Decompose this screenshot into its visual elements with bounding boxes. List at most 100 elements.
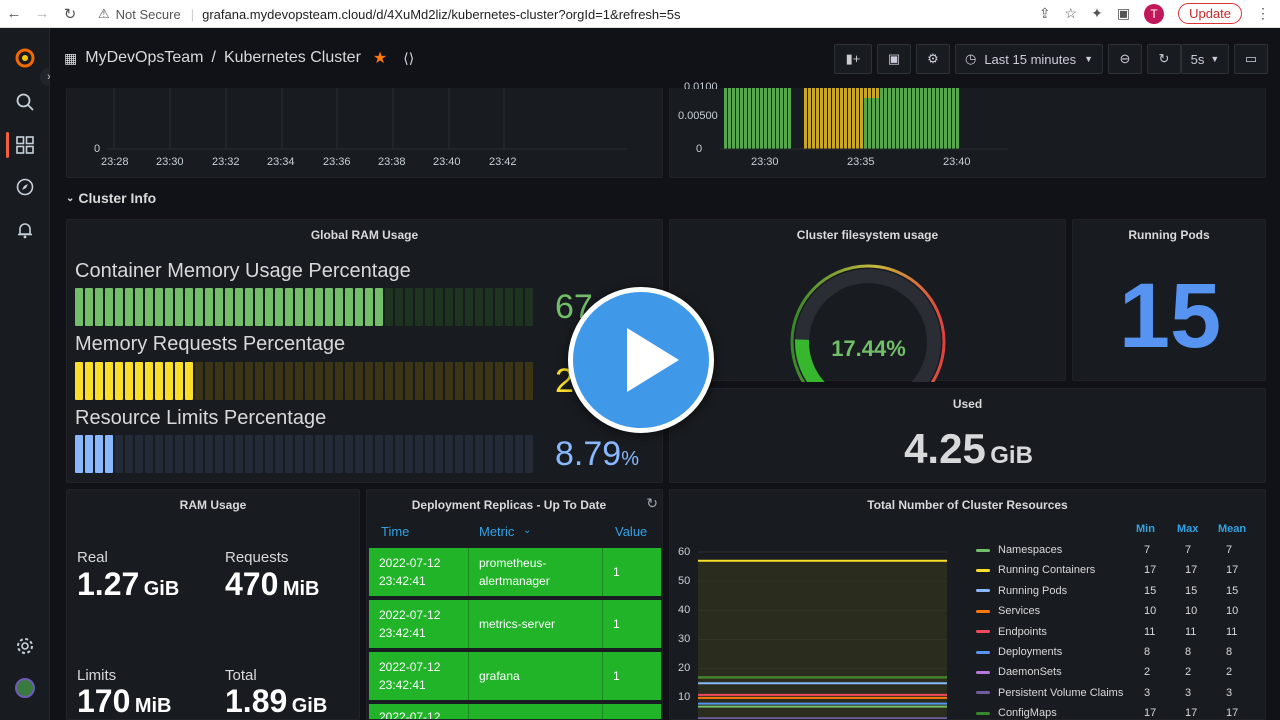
legend-mean: 15 bbox=[1226, 584, 1239, 597]
top-right-chart-bars bbox=[720, 88, 1008, 150]
cell-time: 2022-07-12 23:42:41 bbox=[369, 600, 469, 648]
legend-series-name: Persistent Volume Claims bbox=[998, 686, 1124, 699]
zoom-out-button[interactable]: ⊖ bbox=[1108, 44, 1142, 74]
cell-metric: metrics-server bbox=[469, 600, 603, 648]
time-picker[interactable]: ◷ Last 15 minutes ▼ bbox=[955, 44, 1103, 74]
row-header-cluster-info[interactable]: ⌄ Cluster Info bbox=[66, 190, 156, 206]
page-title[interactable]: Kubernetes Cluster bbox=[223, 49, 361, 66]
table-row[interactable]: 2022-07-12 bbox=[369, 704, 661, 719]
legend-item[interactable]: Persistent Volume Claims 3 3 3 bbox=[976, 685, 1265, 701]
legend-swatch bbox=[976, 568, 990, 572]
sidepanel-icon[interactable]: ▣ bbox=[1116, 5, 1131, 21]
gauge-cell bbox=[85, 288, 93, 326]
gauge-cell bbox=[425, 435, 433, 473]
breadcrumb-org[interactable]: MyDevOpsTeam bbox=[85, 49, 204, 66]
gauge-cell bbox=[285, 435, 293, 473]
table-row[interactable]: 2022-07-12 23:42:41 metrics-server 1 bbox=[369, 600, 661, 648]
x-tick: 23:40 bbox=[433, 156, 461, 168]
dashboard-settings-button[interactable]: ⚙ bbox=[916, 44, 950, 74]
share-icon[interactable]: ⇪ bbox=[1038, 5, 1051, 21]
gauge-cell bbox=[225, 362, 233, 400]
legend-item[interactable]: Deployments 8 8 8 bbox=[976, 644, 1265, 660]
search-icon[interactable] bbox=[13, 90, 37, 114]
browser-toolbar: ← → ↻ ⚠ Not Secure | grafana.mydevopstea… bbox=[0, 0, 1280, 28]
ram-usage-panel: RAM Usage Real 1.27 GiB Requests 470 MiB… bbox=[66, 489, 360, 720]
chart-bar bbox=[876, 98, 879, 149]
refresh-button[interactable]: ↻ bbox=[1147, 44, 1181, 74]
chart-bar bbox=[748, 88, 751, 149]
cell-time: 2022-07-12 23:42:41 bbox=[369, 652, 469, 700]
avatar[interactable]: T bbox=[1144, 3, 1165, 24]
star-icon[interactable]: ☆ bbox=[1064, 5, 1078, 21]
legend-item[interactable]: ConfigMaps 17 17 17 bbox=[976, 705, 1265, 719]
gauge-cell bbox=[115, 288, 123, 326]
gauge-cell bbox=[405, 362, 413, 400]
refresh-interval-picker[interactable]: 5s ▼ bbox=[1181, 44, 1229, 74]
legend-item[interactable]: Running Containers 17 17 17 bbox=[976, 562, 1265, 578]
column-header-value[interactable]: Value bbox=[615, 524, 648, 539]
bar-value: 8.79 bbox=[555, 435, 622, 473]
gauge-cell bbox=[105, 362, 113, 400]
save-icon: ▣ bbox=[887, 51, 901, 66]
address-bar[interactable]: ⚠ Not Secure | grafana.mydevopsteam.clou… bbox=[98, 6, 681, 22]
dashboards-icon[interactable] bbox=[13, 133, 37, 157]
more-icon[interactable]: ⋮ bbox=[1256, 5, 1270, 21]
table-row[interactable]: 2022-07-12 23:42:41 grafana 1 bbox=[369, 652, 661, 700]
gauge-cell bbox=[525, 362, 533, 400]
video-play-button[interactable] bbox=[568, 287, 714, 433]
warning-icon: ⚠ bbox=[98, 6, 110, 21]
add-panel-button[interactable]: ▮+ bbox=[834, 44, 872, 74]
chevron-down-icon: ⌄ bbox=[66, 192, 75, 204]
column-header-metric[interactable]: Metric bbox=[479, 524, 515, 539]
extensions-icon[interactable]: ✦ bbox=[1091, 5, 1103, 21]
chart-bar bbox=[844, 88, 847, 149]
legend-min: 7 bbox=[1144, 544, 1151, 556]
tv-mode-button[interactable]: ▭ bbox=[1234, 44, 1268, 74]
legend-item[interactable]: Running Pods 15 15 15 bbox=[976, 583, 1265, 599]
settings-gear-icon[interactable] bbox=[13, 634, 37, 658]
explore-icon[interactable] bbox=[13, 175, 37, 199]
chart-bar bbox=[756, 88, 759, 149]
share-dashboard-icon[interactable]: ⟨⟩ bbox=[403, 49, 415, 66]
save-dashboard-button[interactable]: ▣ bbox=[877, 44, 911, 74]
y-tick: 0 bbox=[696, 143, 703, 155]
y-tick: 10 bbox=[678, 691, 691, 703]
stat-unit: GiB bbox=[143, 578, 180, 600]
alerting-bell-icon[interactable] bbox=[13, 218, 37, 242]
reload-icon[interactable]: ↻ bbox=[63, 5, 77, 23]
refresh-icon[interactable]: ↻ bbox=[646, 495, 658, 511]
legend-max: 11 bbox=[1185, 625, 1197, 638]
legend-item[interactable]: DaemonSets 2 2 2 bbox=[976, 664, 1265, 680]
refresh-icon: ↻ bbox=[1158, 51, 1170, 66]
legend-header-min[interactable]: Min bbox=[1136, 523, 1155, 535]
chart-bar bbox=[916, 88, 919, 149]
legend-header-max[interactable]: Max bbox=[1177, 523, 1199, 535]
column-header-time[interactable]: Time bbox=[381, 524, 410, 539]
legend-item[interactable]: Endpoints 11 11 11 bbox=[976, 624, 1265, 640]
stat-value: 1.27 bbox=[77, 566, 140, 602]
legend-item[interactable]: Services 10 10 10 bbox=[976, 603, 1265, 619]
back-icon[interactable]: ← bbox=[6, 5, 22, 22]
chart-bar bbox=[856, 88, 859, 149]
update-button[interactable]: Update bbox=[1178, 3, 1242, 24]
legend-series-name: DaemonSets bbox=[998, 666, 1062, 679]
table-row[interactable]: 2022-07-12 23:42:41 prometheus-alertmana… bbox=[369, 548, 661, 596]
sort-chevron-icon: ⌄ bbox=[523, 525, 532, 536]
legend-header-mean[interactable]: Mean bbox=[1218, 523, 1247, 535]
dashboards-grid-icon: ▦ bbox=[64, 49, 78, 66]
chart-bar bbox=[824, 88, 827, 149]
legend-item[interactable]: Namespaces 7 7 7 bbox=[976, 542, 1265, 558]
chart-bar bbox=[736, 88, 739, 149]
forward-icon[interactable]: → bbox=[34, 5, 50, 22]
legend-mean: 7 bbox=[1226, 544, 1233, 556]
favorite-star-icon[interactable]: ★ bbox=[372, 50, 388, 67]
user-avatar-icon[interactable] bbox=[13, 676, 37, 700]
chart-bar bbox=[828, 88, 831, 149]
grafana-logo-icon[interactable] bbox=[13, 46, 37, 70]
gauge-cell bbox=[415, 288, 423, 326]
chart-bar bbox=[900, 88, 903, 149]
chart-bar bbox=[760, 88, 763, 149]
used-panel: Used 4.25 GiB bbox=[669, 388, 1266, 483]
chart-bar bbox=[812, 88, 815, 149]
chevron-down-icon: ▼ bbox=[1210, 54, 1220, 64]
